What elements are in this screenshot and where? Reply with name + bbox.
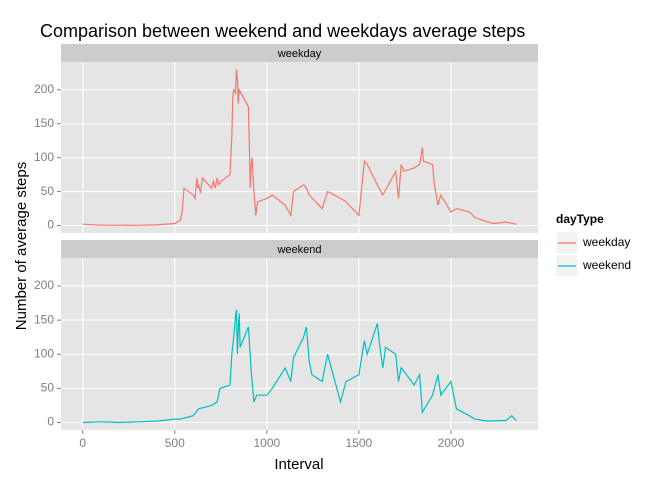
y-tick-label: 150: [34, 312, 54, 326]
y-tick-label: 100: [34, 150, 54, 164]
legend-title: dayType: [556, 212, 604, 226]
panel: [61, 62, 538, 233]
strip: [61, 240, 538, 258]
y-tick-label: 0: [47, 415, 54, 429]
x-axis-label: Interval: [274, 456, 323, 473]
y-tick-label: 150: [34, 116, 54, 130]
y-tick-label: 200: [34, 278, 54, 292]
strip-label: weekend: [276, 244, 321, 256]
y-tick-label: 0: [47, 218, 54, 232]
y-tick-label: 100: [34, 346, 54, 360]
legend-label: weekday: [582, 235, 630, 249]
strip-label: weekday: [277, 48, 322, 60]
legend-label: weekend: [582, 258, 631, 272]
line: [82, 309, 517, 424]
x-tick-label: 0: [79, 436, 86, 450]
x-tick-label: 500: [165, 436, 185, 450]
x-tick-label: 1500: [346, 436, 373, 450]
y-axis-label: Number of average steps: [13, 162, 30, 330]
strip: [61, 44, 538, 62]
panel: [61, 258, 538, 430]
y-tick-label: 50: [41, 184, 55, 198]
x-tick-label: 2000: [438, 436, 465, 450]
x-tick-label: 1000: [253, 436, 280, 450]
chart-title: Comparison between weekend and weekdays …: [40, 21, 525, 41]
y-tick-label: 50: [41, 381, 55, 395]
line: [82, 69, 517, 226]
y-tick-label: 200: [34, 82, 54, 96]
